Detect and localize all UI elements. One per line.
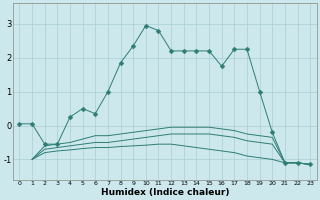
X-axis label: Humidex (Indice chaleur): Humidex (Indice chaleur): [100, 188, 229, 197]
